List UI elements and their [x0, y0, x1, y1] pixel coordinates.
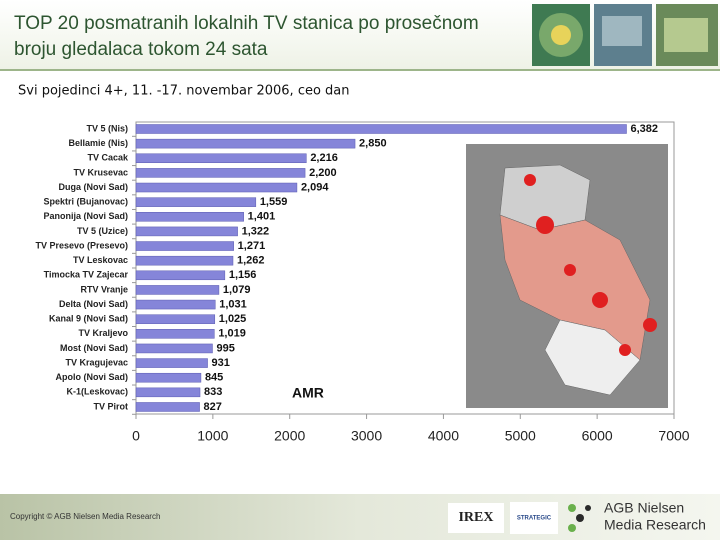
bar: [135, 241, 234, 251]
value-label: 833: [204, 386, 222, 398]
value-label: 995: [216, 342, 234, 354]
y-tick-label: TV Cacak: [87, 153, 129, 163]
x-tick-label: 1000: [197, 428, 228, 444]
bar: [135, 168, 306, 178]
y-tick-label: TV 5 (Nis): [86, 123, 128, 133]
bar: [135, 226, 238, 237]
y-tick-label: Kanal 9 (Novi Sad): [49, 314, 128, 324]
y-tick-label: K-1(Leskovac): [66, 387, 128, 397]
y-tick-label: TV Pirot: [93, 401, 128, 411]
bar: [135, 138, 356, 149]
bar: [135, 314, 216, 324]
x-axis-label: AMR: [292, 385, 324, 401]
y-tick-label: Bellamie (Nis): [68, 138, 128, 148]
bar: [135, 182, 298, 193]
value-label: 845: [205, 372, 223, 384]
x-tick-label: 6000: [582, 428, 613, 444]
logo-strategic: STRATEGIC: [517, 516, 552, 522]
y-tick-label: Most (Novi Sad): [60, 343, 128, 353]
chart-title: TOP 20 posmatranih lokalnih TV stanica p…: [14, 13, 479, 60]
footer-band: [0, 494, 720, 540]
value-label: 1,031: [219, 298, 247, 310]
value-label: 2,094: [301, 181, 329, 193]
x-tick-label: 4000: [428, 428, 459, 444]
bar: [135, 153, 307, 164]
bar: [135, 212, 244, 222]
bar: [135, 387, 201, 398]
x-tick-label: 2000: [274, 428, 305, 444]
bar: [135, 343, 213, 354]
y-tick-label: Duga (Novi Sad): [58, 182, 128, 192]
logo-agb-mark: [568, 504, 591, 532]
bar: [135, 402, 200, 412]
bar: [135, 358, 208, 368]
x-tick-label: 7000: [658, 428, 689, 444]
y-tick-label: TV Kraljevo: [78, 328, 128, 338]
value-label: 1,271: [238, 240, 266, 252]
bar: [135, 270, 226, 281]
value-label: 1,019: [218, 328, 246, 340]
bar: [135, 255, 234, 266]
y-tick-label: TV 5 (Uzice): [77, 226, 128, 236]
y-tick-label: Timocka TV Zajecar: [44, 270, 129, 280]
value-label: 2,216: [310, 152, 338, 164]
bar: [135, 299, 216, 310]
copyright: Copyright © AGB Nielsen Media Research: [10, 512, 160, 521]
bar: [135, 124, 627, 134]
y-tick-label: Spektri (Bujanovac): [43, 197, 128, 207]
logo-agb: AGB Nielsen: [604, 500, 684, 516]
value-label: 1,156: [229, 269, 257, 281]
y-tick-label: RTV Vranje: [80, 284, 128, 294]
value-label: 2,850: [359, 138, 387, 150]
logo-box: [448, 503, 504, 533]
value-label: 1,262: [237, 255, 265, 267]
value-label: 2,200: [309, 167, 337, 179]
value-label: 6,382: [631, 123, 659, 135]
value-label: 1,401: [248, 211, 276, 223]
y-tick-label: TV Presevo (Presevo): [35, 240, 128, 250]
x-tick-label: 5000: [505, 428, 536, 444]
x-tick-label: 3000: [351, 428, 382, 444]
value-label: 1,322: [242, 225, 270, 237]
map-image: [466, 144, 668, 408]
y-tick-label: Delta (Novi Sad): [59, 299, 128, 309]
bar: [135, 329, 215, 339]
value-label: 1,079: [223, 284, 251, 296]
y-tick-label: Panonija (Novi Sad): [43, 211, 128, 221]
chart-subtitle: Svi pojedinci 4+, 11. -17. novembar 2006…: [18, 84, 350, 99]
bar: [135, 285, 220, 295]
header-images: [532, 4, 718, 66]
logo-irex: IREX: [458, 510, 493, 525]
logo-box: [510, 502, 558, 534]
y-tick-label: TV Leskovac: [73, 255, 128, 265]
x-tick-label: 0: [132, 428, 140, 444]
bar: [135, 372, 202, 383]
y-tick-label: TV Kragujevac: [65, 357, 128, 367]
y-tick-label: Apolo (Novi Sad): [56, 372, 129, 382]
bar: [135, 197, 257, 207]
y-tick-label: TV Krusevac: [73, 167, 128, 177]
value-label: 931: [212, 357, 230, 369]
value-label: 827: [204, 401, 222, 413]
logo-agb: Media Research: [604, 517, 706, 533]
value-label: 1,025: [219, 313, 247, 325]
value-label: 1,559: [260, 196, 288, 208]
